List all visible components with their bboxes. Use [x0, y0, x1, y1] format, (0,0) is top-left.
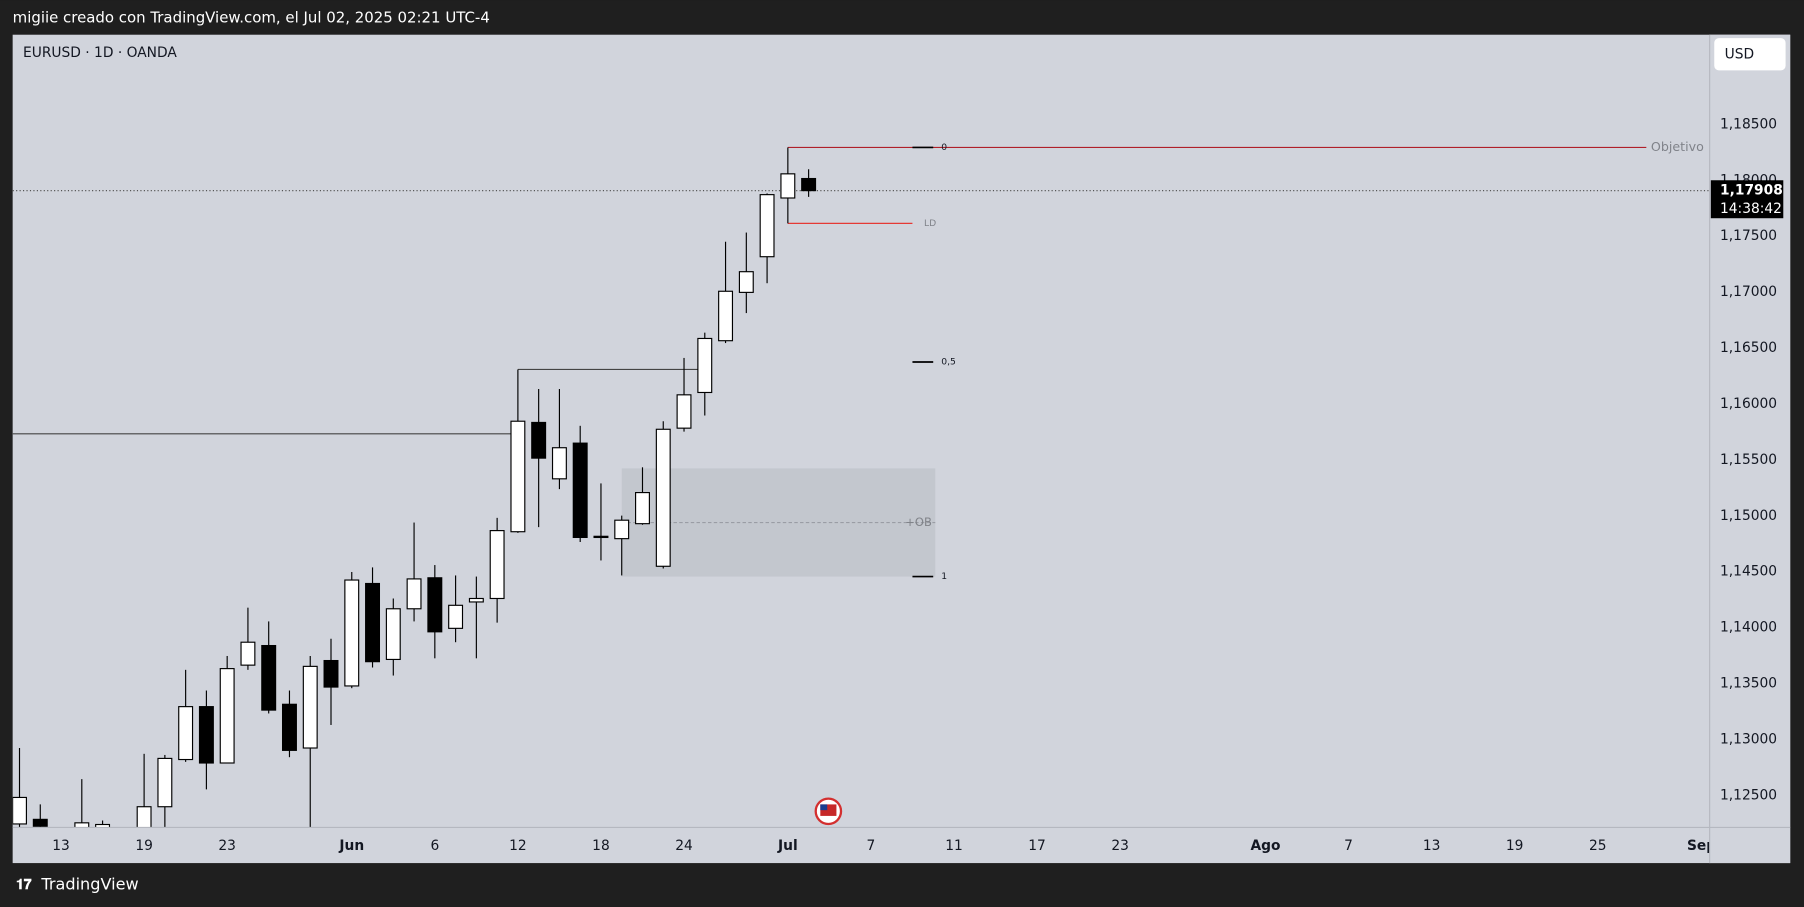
countdown: 14:38:42: [1720, 201, 1782, 217]
y-tick-label: 1,18500: [1720, 116, 1777, 132]
candle-body: [365, 582, 381, 663]
candle-body: [240, 641, 256, 666]
currency-button[interactable]: [1714, 38, 1786, 71]
brand: TradingView: [40, 874, 138, 893]
candle-body: [32, 818, 48, 827]
fib-label: 0: [941, 142, 947, 153]
candle-body: [635, 492, 650, 525]
candle-body: [178, 706, 194, 761]
candle-body: [655, 428, 671, 567]
x-tick-label: 23: [1111, 838, 1129, 854]
x-tick-label: 19: [1506, 838, 1524, 854]
last-price-box: [1710, 180, 1784, 219]
candle-body: [406, 578, 422, 610]
x-tick-label: Jun: [338, 838, 364, 854]
level-label: LD: [924, 218, 936, 229]
candle-body: [738, 271, 754, 293]
x-tick-label: 13: [1423, 838, 1441, 854]
x-tick-label: 17: [1028, 838, 1046, 854]
candle-body: [551, 447, 567, 480]
candle-body: [219, 668, 235, 764]
y-axis: 1,12500 1,13000 1,13500 1,14000 1,14500 1,150…: [1710, 116, 1784, 803]
candle-body: [385, 608, 401, 661]
y-tick-label: 1,15000: [1720, 508, 1777, 524]
candle-body: [323, 659, 339, 688]
candle-body: [95, 823, 111, 828]
x-tick-label: 7: [867, 838, 876, 854]
y-tick-label: 1,13500: [1720, 676, 1777, 692]
currency[interactable]: USD: [1725, 46, 1754, 62]
candle-body: [468, 597, 484, 603]
candle-body: [489, 530, 505, 600]
x-tick-label: 24: [675, 838, 693, 854]
candle-body: [718, 290, 734, 342]
fib-label: 1: [941, 571, 947, 582]
y-tick-label: 1,17000: [1720, 284, 1777, 300]
candle-body: [281, 703, 297, 751]
x-tick-label: 12: [509, 838, 527, 854]
x-tick-label: Jul: [777, 838, 798, 854]
candle-body: [448, 604, 464, 629]
caption: migiie creado con TradingView.com, el Ju…: [13, 9, 490, 27]
y-tick-label: 1,15500: [1720, 452, 1777, 468]
y-tick-label: 1,17500: [1720, 228, 1777, 244]
candle-body: [261, 644, 277, 711]
last-price-label: 1,17908: [1720, 183, 1783, 199]
candle-body: [531, 421, 547, 459]
x-tick-label: 6: [430, 838, 439, 854]
x-tick-label: 18: [592, 838, 610, 854]
candle-body: [74, 822, 90, 828]
y-tick-label: 1,16000: [1720, 396, 1777, 412]
x-tick-label: 19: [135, 838, 153, 854]
event-flag[interactable]: [814, 797, 843, 826]
candle-body: [427, 577, 443, 633]
candle-body: [572, 442, 588, 538]
candle-body: [697, 337, 713, 394]
order-block-label: +OB: [905, 515, 932, 529]
fib-label: 0,5: [941, 356, 956, 367]
symbol: EURUSD · 1D · OANDA: [23, 45, 177, 61]
y-tick-label: 1,14000: [1720, 620, 1777, 636]
x-tick-label: 11: [945, 838, 963, 854]
price-axis: [1709, 34, 1791, 864]
x-axis: 13 19 23 Jun 6 12 18 24 Jul 7 11 17 23 Ago 7 13 19 25 Sep: [52, 838, 1716, 854]
candle-body: [344, 579, 360, 687]
candle-body: [510, 420, 526, 533]
y-tick-label: 1,12500: [1720, 787, 1777, 803]
candle-body: [157, 757, 173, 808]
level-label: Objetivo: [1651, 139, 1704, 154]
candle-body: [198, 706, 214, 764]
y-tick-label: 1,13000: [1720, 732, 1777, 748]
x-tick-label: 23: [218, 838, 236, 854]
x-tick-label: Ago: [1250, 838, 1280, 854]
x-tick-label: 13: [52, 838, 70, 854]
chart-area: [12, 34, 1791, 864]
x-tick-label: 7: [1344, 838, 1353, 854]
candle-body: [593, 535, 609, 539]
logo-mark: 𝟏𝟕: [16, 877, 32, 893]
candle-body: [780, 173, 796, 199]
candle-body: [676, 394, 692, 429]
candle-body: [136, 806, 152, 828]
candle-body: [759, 194, 775, 258]
plot: +OB Objetivo LD 0 0,5 1: [12, 139, 1710, 828]
y-tick-label: 1,14500: [1720, 564, 1777, 580]
candle-body: [12, 796, 27, 825]
y-tick-label: 1,16500: [1720, 340, 1777, 356]
candle-body: [614, 519, 630, 540]
candle-body: [302, 665, 318, 749]
candle-body: [801, 177, 817, 192]
x-tick-label: Sep: [1687, 838, 1716, 854]
x-tick-label: 25: [1589, 838, 1607, 854]
